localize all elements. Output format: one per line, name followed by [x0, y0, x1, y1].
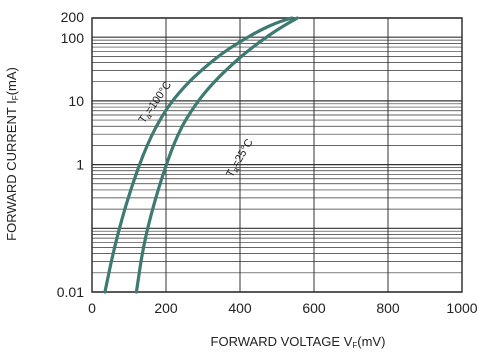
grid-layer — [91, 17, 463, 293]
y-axis-title: FORWARD CURRENT IF(mA) — [4, 67, 20, 241]
x-tick-label: 400 — [228, 300, 252, 316]
x-tick-label: 1000 — [446, 300, 477, 316]
x-tick-label: 0 — [88, 300, 96, 316]
y-tick-label: 0.01 — [57, 284, 84, 300]
y-tick-label: 100 — [61, 30, 85, 46]
x-tick-label: 200 — [154, 300, 178, 316]
x-tick-label: 800 — [376, 300, 400, 316]
x-tick-label: 600 — [302, 300, 326, 316]
series-line-0 — [103, 16, 294, 294]
curve-layer — [103, 16, 299, 294]
x-axis-title: FORWARD VOLTAGE VF(mV) — [211, 334, 386, 350]
y-tick-label: 1 — [76, 157, 84, 173]
series-line-1 — [134, 16, 299, 294]
y-tick-label: 200 — [61, 9, 85, 25]
tick-label-layer: 0 200 400 600 800 1000 0.01 1 10 100 200 — [57, 9, 478, 316]
plot-frame — [91, 17, 463, 293]
y-tick-label: 10 — [68, 93, 84, 109]
